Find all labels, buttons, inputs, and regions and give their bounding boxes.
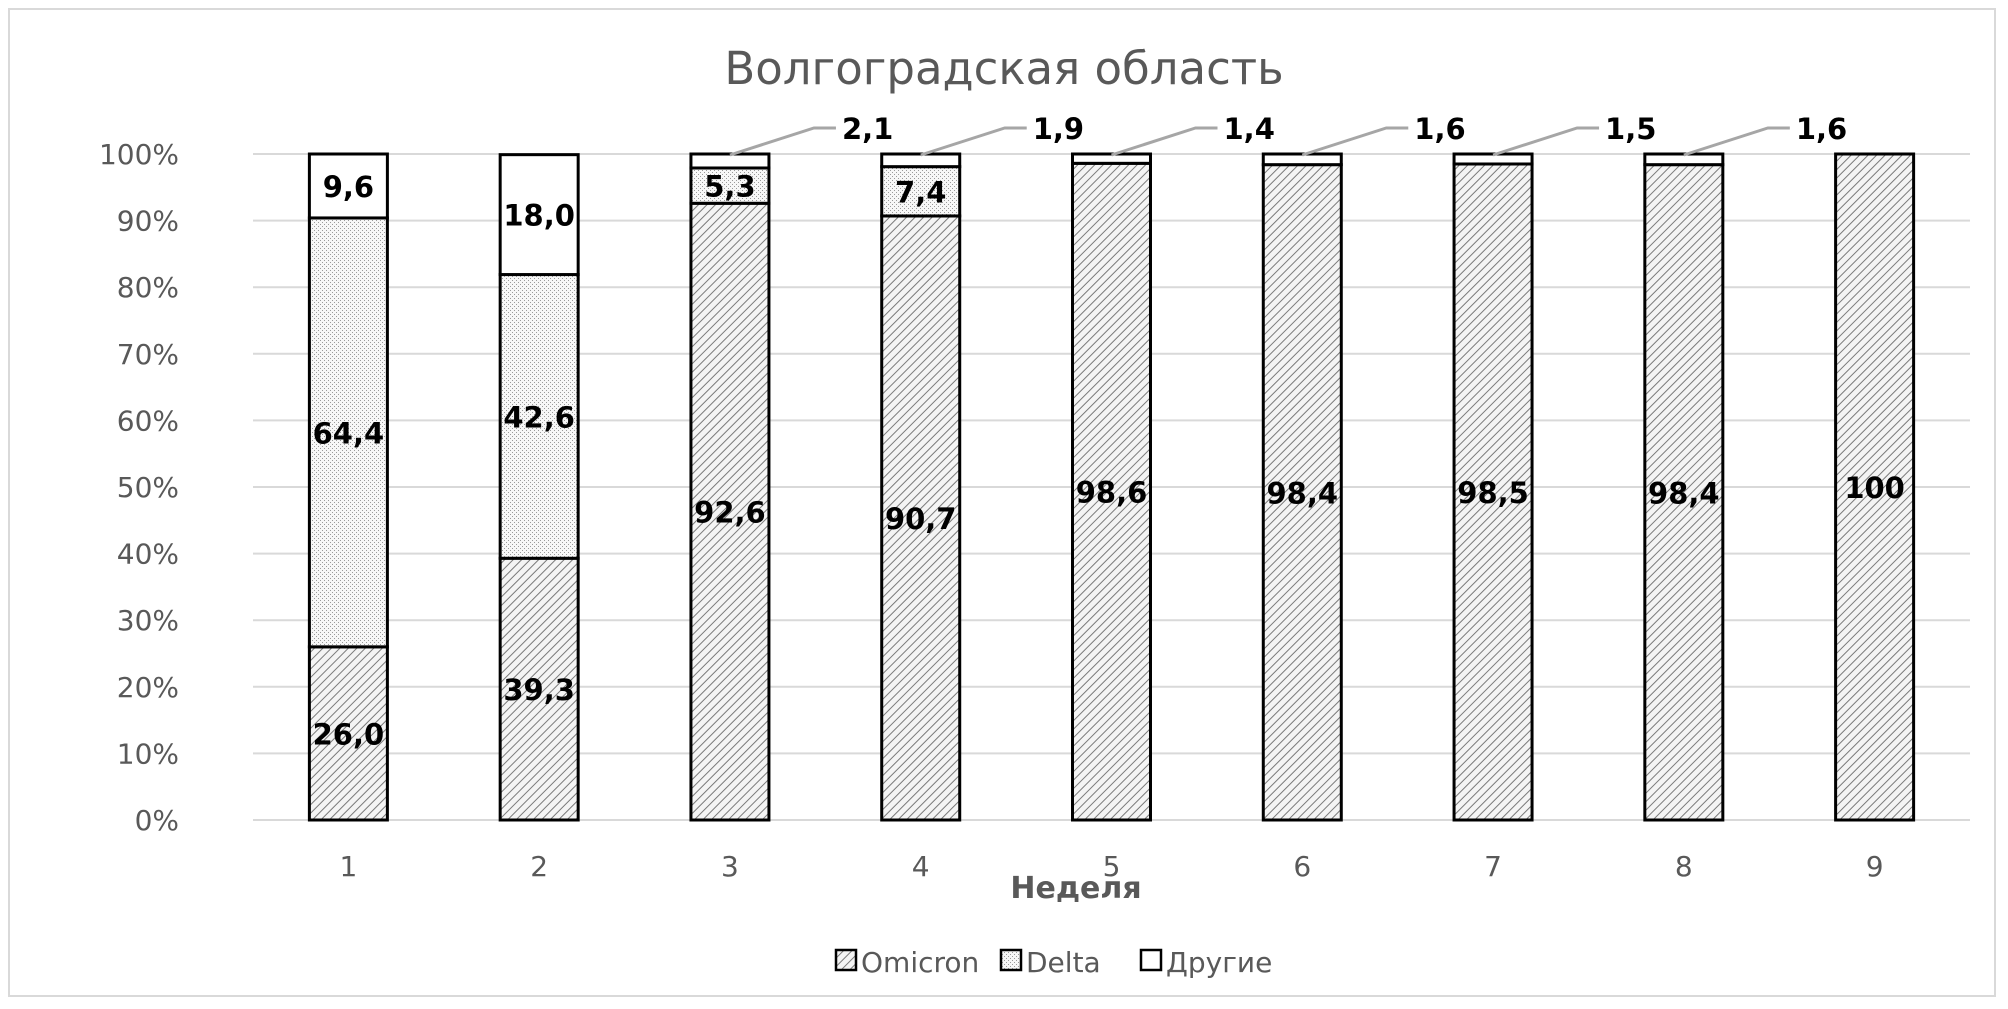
data-labels: 26,0 64,4 9,6 39,3 42,6 18,0 92,6 5,3 2,1 90,7 7,4… [313,112,1905,751]
data-label: 1,6 [1796,112,1847,146]
legend-swatch-delta [999,948,1023,972]
bar-segment-omicron [1643,163,1725,822]
x-tick-label: 7 [1484,850,1502,883]
bar-segment-delta [498,273,580,560]
data-label: 1,5 [1605,112,1656,146]
bar-segment-omicron [498,556,580,822]
legend-label: Другие [1166,946,1272,979]
stacked-bar-chart: Волгоградская область 0% 10% 20% 30% 40% 50% 6… [99,42,1970,979]
y-tick-label: 20% [117,671,179,704]
leader-line [729,126,836,157]
bar-segment-другие [1071,152,1152,165]
leader-line [1492,126,1600,157]
legend-swatch-другие [1139,948,1163,972]
bar-segment-другие [307,152,389,220]
x-tick-label: 3 [721,850,739,883]
bar-segment-другие [1452,152,1534,166]
data-label: 39,3 [503,673,575,707]
leader-line [1111,126,1218,157]
x-tick-label: 9 [1866,850,1884,883]
y-tick-label: 60% [117,404,179,437]
bar-segment-delta [307,216,389,649]
x-tick-label: 6 [1293,850,1311,883]
bar-segment-omicron [1452,162,1534,822]
data-label: 90,7 [885,502,957,536]
y-tick-label: 40% [117,538,179,571]
legend-label: Omicron [861,946,979,979]
x-tick-label: 5 [1103,850,1121,883]
data-label: 18,0 [503,199,575,233]
data-label: 92,6 [694,496,766,530]
x-tick-label: 8 [1675,850,1693,883]
data-label: 98,5 [1457,476,1529,510]
bar-segment-другие [1261,152,1343,167]
bar-segment-другие [498,153,580,277]
data-label: 26,0 [313,717,385,751]
leader-lines [729,126,1790,157]
data-label: 5,3 [704,170,755,204]
data-label: 7,4 [895,175,946,209]
data-label: 1,9 [1033,112,1084,146]
data-label: 64,4 [313,416,385,450]
x-axis-ticks: 1 2 3 4 5 6 7 8 9 [339,850,1883,883]
y-tick-label: 70% [117,338,179,371]
y-tick-label: 80% [117,271,179,304]
x-axis-title: Неделя [1010,871,1141,906]
data-label: 98,6 [1076,476,1148,510]
leader-line [1301,126,1409,157]
bar-segment-другие [880,152,962,169]
y-tick-label: 50% [117,471,179,504]
y-tick-label: 30% [117,604,179,637]
chart-frame: Волгоградская область 0% 10% 20% 30% 40% 50% 6… [8,8,1996,997]
data-label: 2,1 [842,112,893,146]
x-tick-label: 4 [912,850,930,883]
data-label: 1,6 [1414,112,1465,146]
bar-segment-omicron [880,214,962,822]
data-label: 100 [1844,471,1905,505]
leader-line [1683,126,1790,157]
data-label: 98,4 [1648,476,1720,510]
x-tick-label: 1 [339,850,357,883]
y-tick-label: 10% [117,737,179,770]
bars [307,152,1916,822]
legend-swatch-omicron [834,948,858,972]
data-label: 1,4 [1224,112,1275,146]
legend: Omicron Delta Другие [834,946,1272,979]
bar-segment-другие [689,152,771,170]
bar-segment-omicron [1834,152,1916,822]
leader-line [920,126,1027,157]
chart-title: Волгоградская область [724,42,1283,95]
legend-label: Delta [1026,946,1101,979]
y-tick-label: 100% [99,138,179,171]
y-tick-label: 90% [117,205,179,238]
y-axis-ticks: 0% 10% 20% 30% 40% 50% 60% 70% 80% 90% 100% [99,138,179,837]
bar-segment-другие [1643,152,1725,167]
bar-segment-omicron [307,645,389,822]
y-tick-label: 0% [135,804,179,837]
x-tick-label: 2 [530,850,548,883]
data-label: 9,6 [323,170,374,204]
data-label: 42,6 [503,400,575,434]
data-label: 98,4 [1266,476,1338,510]
